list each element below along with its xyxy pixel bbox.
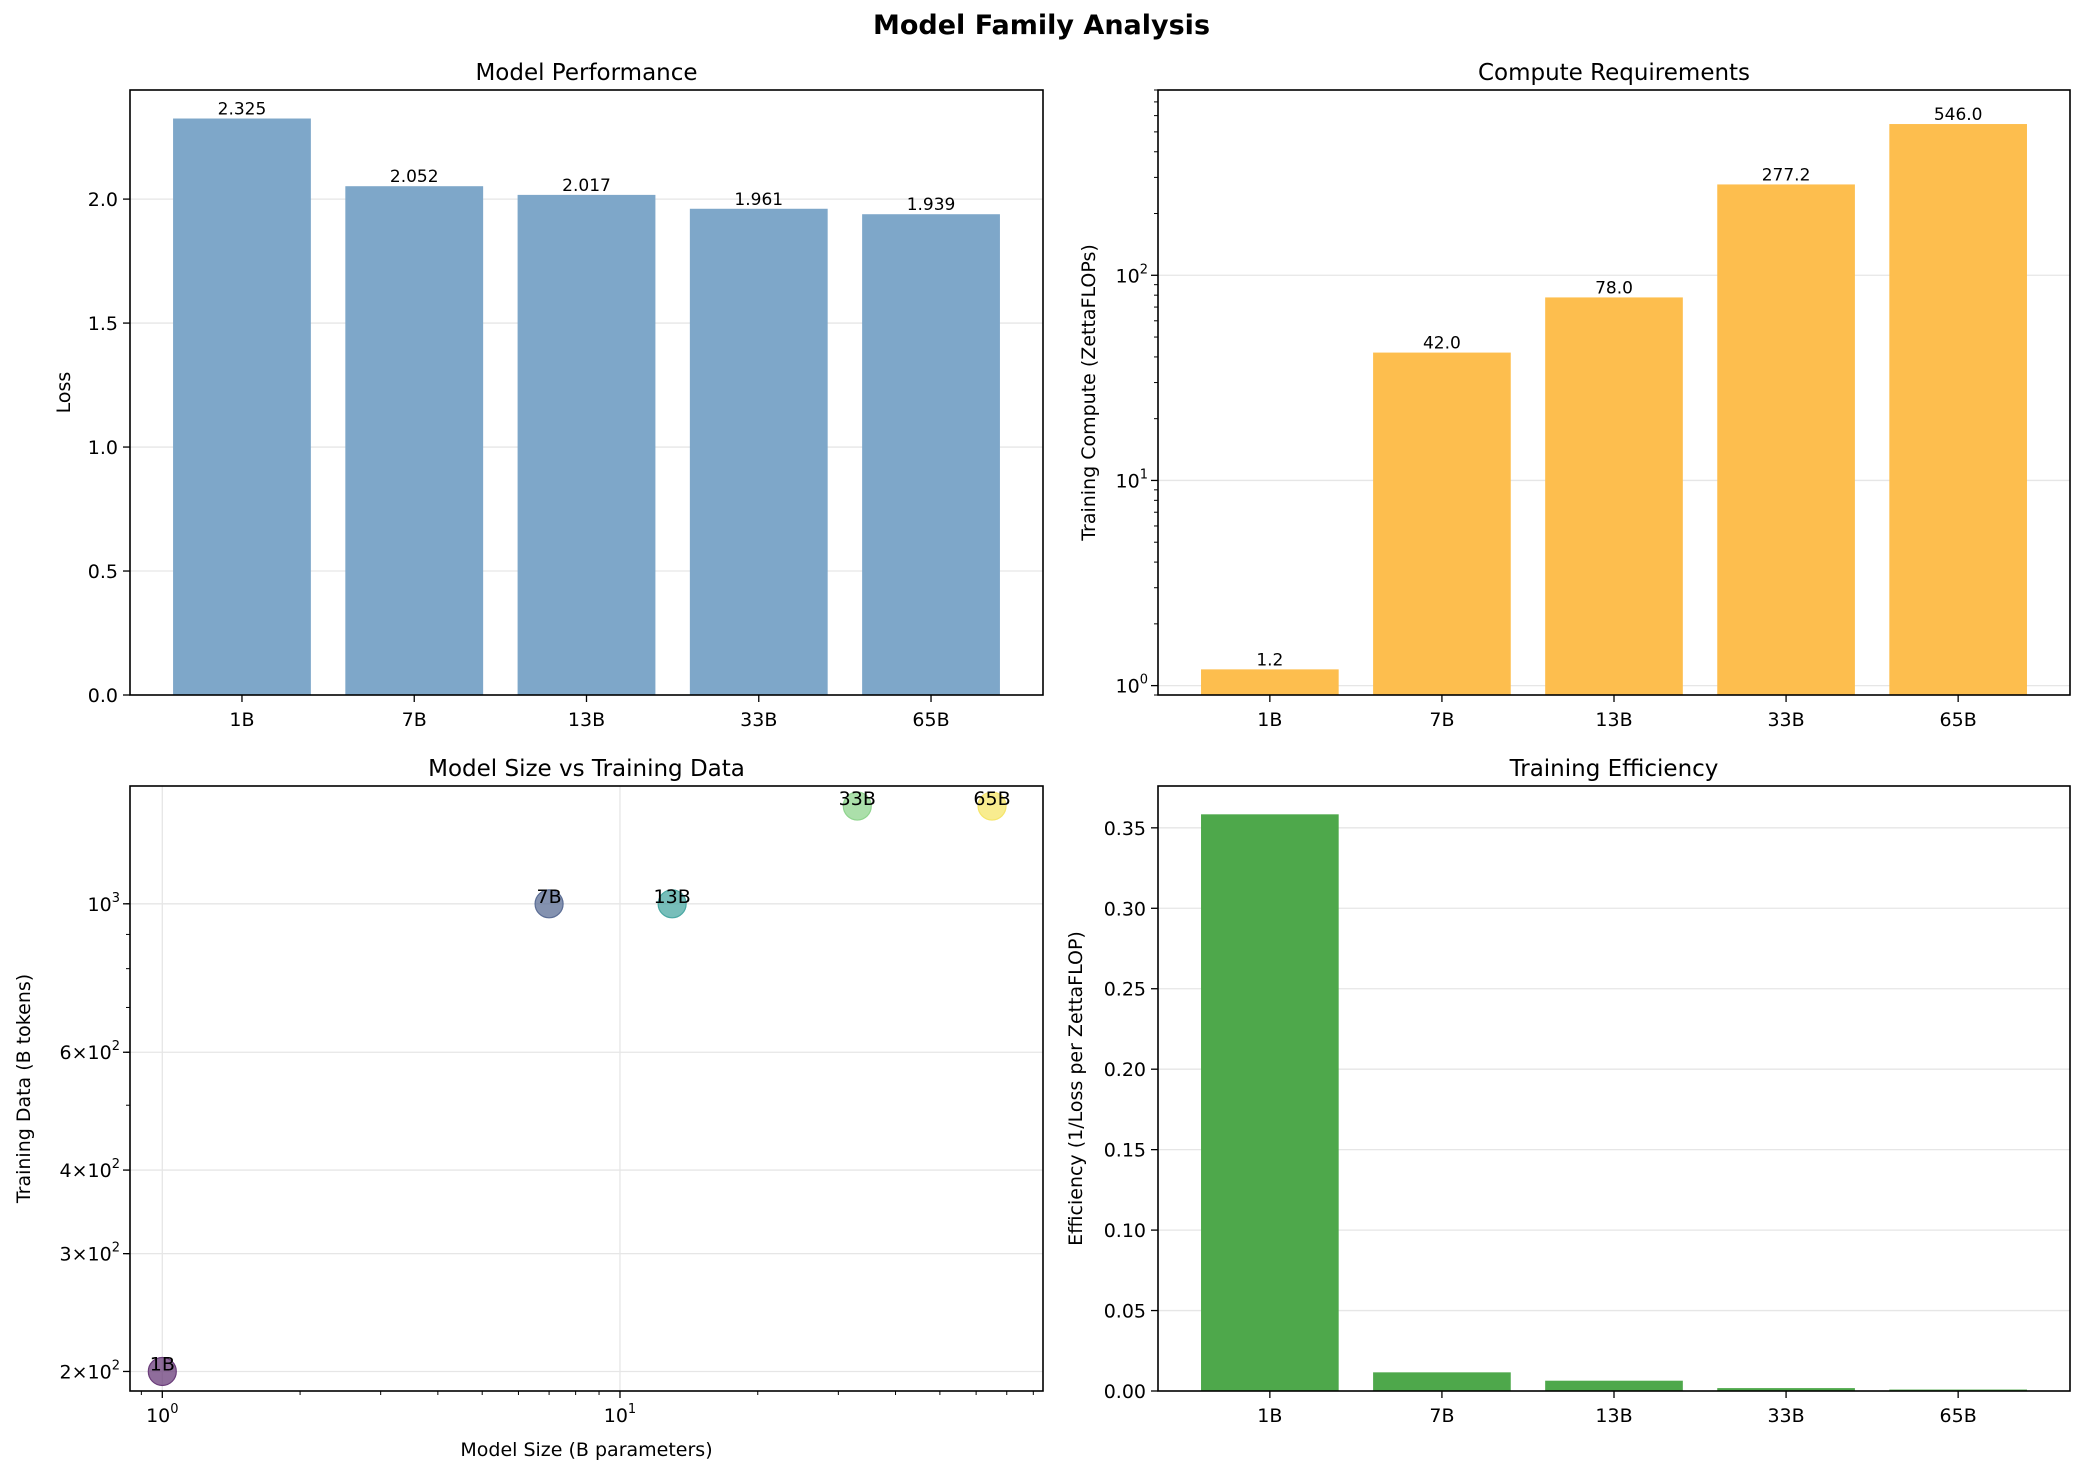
point-label: 13B xyxy=(654,886,691,908)
data-label: 78.0 xyxy=(1595,278,1633,298)
bar-1B xyxy=(173,118,311,695)
point-label: 7B xyxy=(537,886,562,908)
bar-7B xyxy=(1373,1372,1511,1391)
x-tick-label: 33B xyxy=(740,709,777,731)
data-label: 277.2 xyxy=(1762,165,1811,185)
y-tick-label: 0.20 xyxy=(1104,1059,1146,1081)
y-tick-label: 0.25 xyxy=(1104,979,1146,1001)
panel-title: Model Size vs Training Data xyxy=(428,756,745,782)
bar-13B xyxy=(1545,297,1683,695)
x-axis-label: Model Size (B parameters) xyxy=(460,1439,712,1461)
y-tick-label: 103 xyxy=(88,891,120,916)
bar-33B xyxy=(1717,1388,1855,1391)
point-13B xyxy=(657,889,687,919)
axes-frame xyxy=(129,785,1044,1392)
y-tick-label: 0.30 xyxy=(1104,898,1146,920)
point-label: 33B xyxy=(839,788,876,810)
bar-1B xyxy=(1201,669,1339,695)
y-axis-label: Training Compute (ZettaFLOPs) xyxy=(1078,244,1100,542)
y-tick-label: 0.0 xyxy=(88,685,118,707)
chart-compute: 1.2 42.0 78.0 277.2 546.0 100 101 102 1B 7B 13B 33B… xyxy=(1078,60,2071,731)
y-tick-label: 2×102 xyxy=(60,1358,120,1383)
x-tick-label: 65B xyxy=(1940,1405,1977,1427)
chart-performance: 2.325 2.052 2.017 1.961 1.939 0.0 0.5 1.0 1.5 2.0… xyxy=(53,60,1044,731)
data-label: 2.325 xyxy=(218,100,267,120)
y-tick-label: 0.15 xyxy=(1104,1140,1146,1162)
panel-title: Model Performance xyxy=(475,60,697,86)
y-tick-label: 4×102 xyxy=(60,1157,120,1182)
chart-efficiency: 0.00 0.05 0.10 0.15 0.20 0.25 0.30 0.35 1B 7B 13B 3… xyxy=(1065,756,2071,1427)
y-axis-label: Training Data (B tokens) xyxy=(13,974,35,1204)
x-tick-label: 1B xyxy=(229,709,254,731)
point-label: 1B xyxy=(150,1353,175,1375)
data-label: 1.2 xyxy=(1256,650,1283,670)
y-tick-label: 6×102 xyxy=(60,1039,120,1064)
y-tick-label: 1.0 xyxy=(88,437,118,459)
point-65B xyxy=(977,791,1007,821)
data-label: 2.052 xyxy=(390,167,439,187)
y-tick-label: 0.35 xyxy=(1104,818,1146,840)
bar-13B xyxy=(1545,1380,1683,1391)
figure-title: Model Family Analysis xyxy=(872,10,1211,41)
bar-7B xyxy=(345,186,484,695)
bar-65B xyxy=(1889,124,2027,695)
x-tick-label: 101 xyxy=(604,1402,636,1427)
chart-scaling: 1B 7B 13B 33B 65B 100 101 2×102 3×102 4×102 6×102 1… xyxy=(13,756,1044,1461)
bar-13B xyxy=(517,194,656,696)
y-tick-label: 100 xyxy=(1116,673,1148,698)
x-tick-label: 65B xyxy=(912,709,949,731)
x-tick-label: 1B xyxy=(1257,709,1282,731)
bar-65B xyxy=(862,214,1000,695)
data-label: 42.0 xyxy=(1423,334,1461,354)
y-axis-label: Loss xyxy=(53,372,75,414)
x-tick-label: 1B xyxy=(1257,1405,1282,1427)
panel-title: Compute Requirements xyxy=(1478,60,1750,86)
x-tick-label: 7B xyxy=(402,709,427,731)
point-label: 65B xyxy=(973,788,1010,810)
panel-title: Training Efficiency xyxy=(1509,756,1719,782)
y-tick-label: 1.5 xyxy=(88,313,118,335)
data-label: 1.939 xyxy=(907,195,956,215)
x-tick-label: 33B xyxy=(1767,1405,1804,1427)
x-tick-label: 13B xyxy=(1595,709,1632,731)
y-tick-label: 0.00 xyxy=(1104,1381,1146,1403)
y-tick-label: 0.05 xyxy=(1104,1301,1146,1323)
x-tick-label: 13B xyxy=(568,709,605,731)
point-33B xyxy=(842,791,872,821)
data-label: 1.961 xyxy=(734,190,783,210)
x-tick-label: 33B xyxy=(1767,709,1804,731)
bar-33B xyxy=(689,208,828,696)
y-tick-label: 3×102 xyxy=(60,1241,120,1266)
y-axis-label: Efficiency (1/Loss per ZettaFLOP) xyxy=(1065,931,1087,1246)
point-1B xyxy=(147,1356,177,1387)
data-label: 2.017 xyxy=(562,176,611,196)
data-label: 546.0 xyxy=(1934,105,1983,125)
x-tick-label: 65B xyxy=(1940,709,1977,731)
point-7B xyxy=(534,889,564,919)
bar-1B xyxy=(1201,814,1339,1391)
x-tick-label: 7B xyxy=(1429,709,1454,731)
bar-7B xyxy=(1373,352,1511,695)
x-tick-label: 13B xyxy=(1595,1405,1632,1427)
y-tick-label: 2.0 xyxy=(88,189,118,211)
y-tick-label: 101 xyxy=(1116,467,1148,492)
x-tick-label: 7B xyxy=(1429,1405,1454,1427)
y-tick-label: 0.5 xyxy=(88,561,118,583)
bar-33B xyxy=(1717,184,1855,695)
x-tick-label: 100 xyxy=(146,1402,178,1427)
y-tick-label: 102 xyxy=(1116,262,1148,287)
y-tick-label: 0.10 xyxy=(1104,1220,1146,1242)
